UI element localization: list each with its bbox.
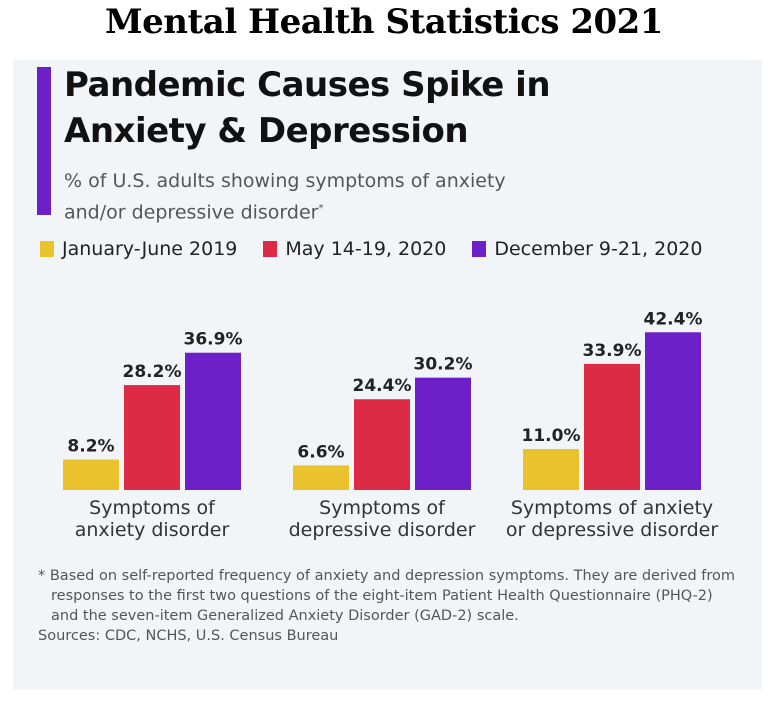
chart-title: Pandemic Causes Spike in Anxiety & Depre…	[64, 65, 551, 151]
bar	[124, 385, 180, 490]
bar	[185, 352, 241, 490]
sources: Sources: CDC, NCHS, U.S. Census Bureau	[38, 628, 339, 644]
legend-label: May 14-19, 2020	[285, 238, 447, 260]
legend-label: January-June 2019	[62, 238, 238, 260]
bar	[645, 332, 701, 490]
bar	[523, 449, 579, 490]
data-label: 36.9%	[184, 330, 243, 350]
subtitle-mark: *	[318, 203, 324, 214]
legend-item: December 9-21, 2020	[472, 238, 702, 260]
data-label: 11.0%	[522, 426, 581, 446]
legend-item: January-June 2019	[40, 238, 237, 260]
chart-subtitle: % of U.S. adults showing symptoms of anx…	[64, 168, 524, 226]
data-label: 33.9%	[583, 341, 642, 361]
banner-title: Mental Health Statistics 2021	[105, 2, 663, 42]
category-label: or depressive disorder	[506, 519, 719, 541]
category-label: anxiety disorder	[75, 519, 230, 541]
footnote: * Based on self-reported frequency of an…	[38, 568, 736, 624]
category-label: depressive disorder	[289, 519, 476, 541]
accent-bar	[37, 67, 51, 215]
category-label: Symptoms of	[319, 497, 446, 519]
data-label: 24.4%	[353, 376, 412, 396]
category-label: Symptoms of	[89, 497, 216, 519]
data-label: 8.2%	[67, 436, 114, 456]
bar	[354, 399, 410, 490]
footnote-area: * Based on self-reported frequency of an…	[38, 566, 738, 646]
bar	[63, 459, 119, 490]
legend-swatch	[263, 241, 278, 257]
data-label: 30.2%	[414, 355, 473, 375]
data-label: 6.6%	[297, 442, 344, 462]
legend-swatch	[40, 241, 54, 257]
legend-swatch	[472, 241, 487, 257]
data-label: 42.4%	[644, 309, 703, 329]
data-label: 28.2%	[123, 362, 182, 382]
legend: January-June 2019 May 14-19, 2020 Decemb…	[40, 238, 702, 260]
bar	[415, 377, 471, 490]
bar	[293, 465, 349, 490]
bar	[584, 363, 640, 490]
subtitle-text: % of U.S. adults showing symptoms of anx…	[64, 170, 506, 224]
legend-item: May 14-19, 2020	[263, 238, 446, 260]
category-label: Symptoms of anxiety	[511, 497, 713, 519]
legend-label: December 9-21, 2020	[494, 238, 703, 260]
